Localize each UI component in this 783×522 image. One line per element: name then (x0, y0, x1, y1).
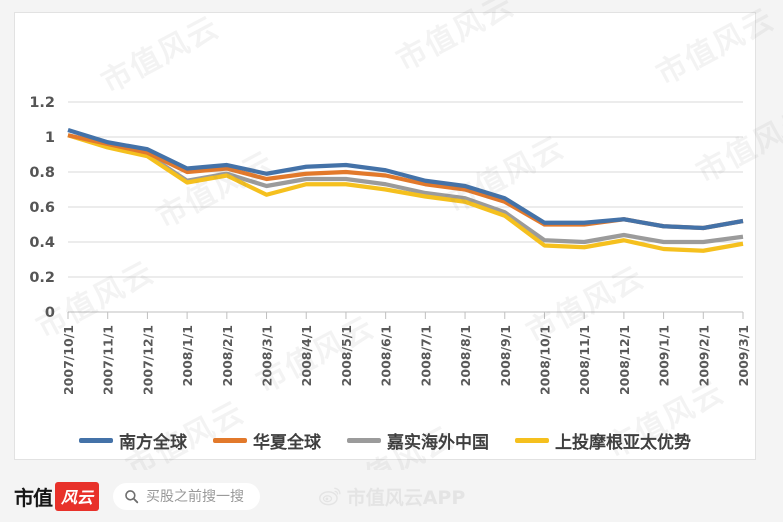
weibo-label: 市值风云APP (346, 486, 466, 509)
legend-label: 南方全球 (119, 432, 187, 453)
x-axis-tick-label: 2008/1/1 (180, 325, 195, 386)
x-axis-tick-label: 2008/10/1 (537, 325, 552, 395)
x-axis-tick-label: 2008/11/1 (577, 325, 592, 395)
legend-label: 华夏全球 (253, 432, 321, 453)
series-line-2 (67, 133, 744, 245)
y-axis-tick-label: 1.2 (29, 95, 55, 111)
x-axis-tick-label: 2008/2/1 (220, 325, 235, 386)
search-input[interactable]: 买股之前搜一搜 (113, 482, 261, 510)
brand-badge: 风云 (55, 481, 100, 511)
x-axis-tick-label: 2008/5/1 (339, 325, 354, 386)
legend-label: 上投摩根亚太优势 (555, 432, 691, 453)
x-axis-tick-label: 2007/12/1 (140, 325, 155, 395)
x-axis-tick-label: 2008/7/1 (418, 325, 433, 386)
legend-color-swatch (213, 437, 247, 443)
x-axis-tick-label: 2008/8/1 (458, 325, 473, 386)
x-axis-tick-label: 2007/10/1 (61, 325, 76, 395)
chart-legend: 南方全球 华夏全球 嘉实海外中国 上投摩根亚太优势 (14, 420, 756, 460)
x-axis-tick-label: 2007/11/1 (101, 325, 116, 395)
y-axis-tick-label: 0.2 (29, 270, 55, 286)
legend-color-swatch (347, 437, 381, 443)
search-placeholder-text: 买股之前搜一搜 (146, 489, 245, 505)
x-axis-tick-label: 2008/4/1 (299, 325, 314, 386)
search-icon (125, 489, 139, 503)
x-axis-tick-label: 2009/3/1 (736, 325, 751, 386)
x-axis-tick-label: 2008/3/1 (260, 325, 275, 386)
x-axis-tick-label: 2008/9/1 (498, 325, 513, 386)
y-axis-tick-label: 0.4 (29, 235, 55, 251)
y-axis-tick-label: 0.8 (29, 165, 55, 181)
brand-name: 市值 (14, 485, 53, 510)
x-axis-tick-label: 2008/6/1 (379, 325, 394, 386)
x-axis-tick-label: 2008/12/1 (617, 325, 632, 395)
legend-color-swatch (515, 437, 549, 443)
line-chart-svg: 0 0.2 0.4 0.6 0.8 1 1.2 2007/10/1 2007/11/1 2007/… (29, 95, 751, 395)
app-footer: 市值 风云 买股之前搜一搜 市值风云APP (0, 470, 783, 522)
legend-item-1[interactable]: 华夏全球 (213, 428, 321, 453)
x-axis-tick-label: 2009/1/1 (657, 325, 672, 386)
legend-label: 嘉实海外中国 (387, 432, 489, 453)
y-axis-tick-label: 0 (45, 305, 55, 321)
legend-item-0[interactable]: 南方全球 (79, 428, 187, 453)
series-line-1 (67, 133, 744, 231)
chart-plot-area: 0 0.2 0.4 0.6 0.8 1 1.2 2007/10/1 2007/11/1 2007/… (29, 95, 751, 395)
x-axis-tick-label: 2009/2/1 (696, 325, 711, 386)
legend-item-3[interactable]: 上投摩根亚太优势 (515, 428, 691, 453)
weibo-watermark: 市值风云APP (318, 483, 466, 510)
legend-color-swatch (79, 437, 113, 443)
weibo-icon (318, 487, 341, 506)
series-line-3 (67, 133, 744, 253)
series-line-0 (67, 127, 744, 231)
brand-logo: 市值 风云 (14, 481, 100, 511)
y-axis-tick-label: 0.6 (29, 200, 55, 216)
legend-item-2[interactable]: 嘉实海外中国 (347, 428, 489, 453)
y-axis-tick-label: 1 (45, 130, 55, 146)
